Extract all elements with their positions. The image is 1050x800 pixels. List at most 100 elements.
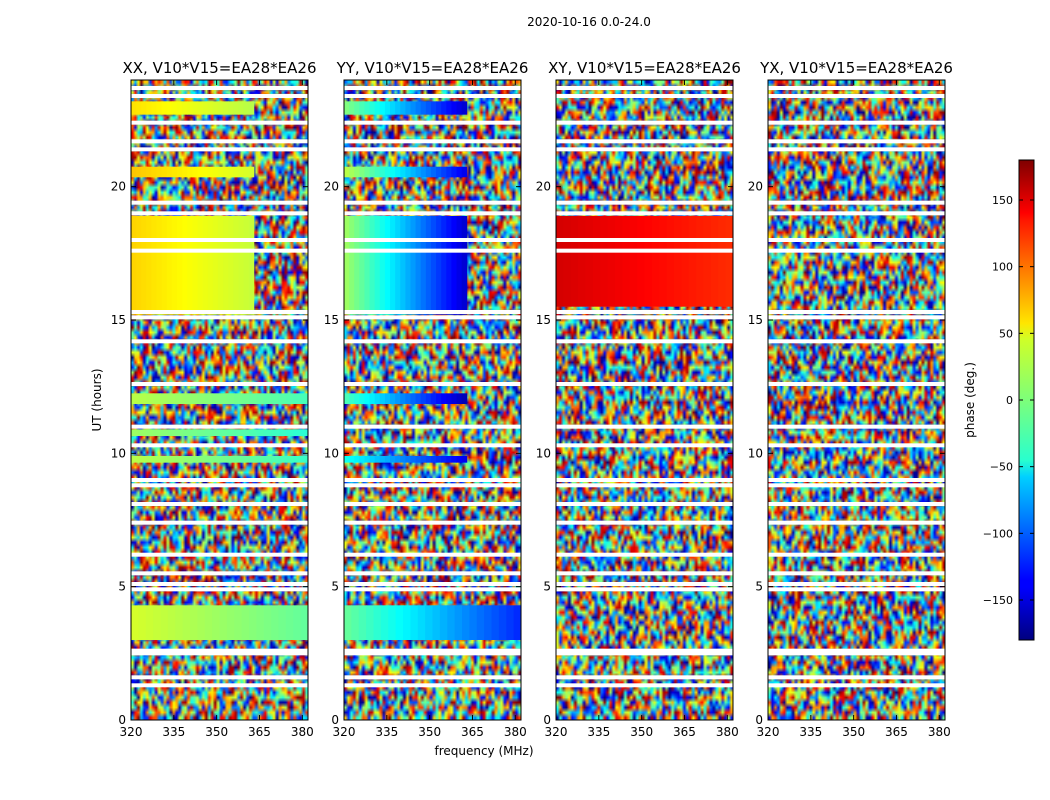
coherent-band	[238, 166, 245, 178]
coherent-band	[384, 166, 391, 178]
coherent-band	[354, 101, 360, 115]
flagged-gap	[344, 238, 521, 242]
coherent-band	[415, 216, 422, 315]
coherent-band	[146, 101, 152, 115]
coherent-band	[182, 429, 191, 436]
coherent-band	[436, 216, 442, 315]
flagged-gap	[556, 651, 733, 656]
coherent-band	[441, 456, 447, 463]
coherent-band	[212, 216, 219, 315]
coherent-band	[430, 216, 437, 315]
coherent-band	[380, 605, 389, 640]
coherent-band	[197, 166, 204, 178]
coherent-band	[263, 605, 272, 640]
coherent-band	[136, 166, 142, 178]
coherent-band	[161, 101, 168, 115]
coherent-band	[197, 101, 204, 115]
coherent-band	[160, 429, 169, 436]
coherent-band	[256, 393, 265, 404]
x-tick-label: 335	[375, 725, 398, 739]
flagged-gap	[768, 200, 945, 205]
coherent-band	[461, 456, 468, 463]
coherent-band	[417, 605, 426, 640]
flagged-gap	[768, 238, 945, 242]
coherent-band	[248, 216, 255, 315]
coherent-band	[177, 166, 183, 178]
x-tick-label: 320	[545, 725, 568, 739]
coherent-band	[166, 101, 173, 115]
x-tick-label: 350	[418, 725, 441, 739]
y-tick-label: 5	[543, 580, 551, 594]
coherent-band	[344, 456, 350, 463]
coherent-band	[441, 216, 447, 315]
coherent-band	[420, 166, 427, 178]
flagged-gap	[556, 94, 733, 98]
coherent-band	[384, 216, 391, 315]
coherent-band	[622, 216, 631, 307]
coherent-band	[556, 216, 564, 307]
x-tick-label: 365	[461, 725, 484, 739]
coherent-band	[226, 393, 235, 404]
flagged-gap	[344, 86, 521, 90]
flagged-gap	[556, 211, 733, 216]
flagged-gap	[131, 582, 308, 586]
coherent-band	[484, 605, 493, 640]
coherent-band	[359, 101, 365, 115]
colorbar-ticks: 150 100 50 0 −50 −100 −150	[983, 194, 1034, 607]
flagged-gap	[344, 200, 521, 205]
coherent-band	[349, 101, 355, 115]
flagged-gap	[768, 675, 945, 680]
coherent-band	[400, 456, 406, 463]
coherent-band	[425, 166, 432, 178]
coherent-band	[256, 429, 265, 436]
y-tick-label: 0	[118, 713, 126, 727]
coherent-band	[228, 166, 234, 178]
coherent-band	[615, 216, 623, 307]
coherent-band	[390, 216, 396, 315]
coherent-band	[293, 393, 302, 404]
coherent-band	[400, 216, 406, 315]
coherent-band	[454, 605, 463, 640]
coherent-band	[374, 216, 381, 315]
coherent-band	[498, 605, 507, 640]
coherent-band	[364, 166, 371, 178]
coherent-band	[171, 166, 178, 178]
flagged-gap	[344, 94, 521, 98]
coherent-band	[146, 166, 152, 178]
coherent-band	[177, 101, 183, 115]
coherent-band	[212, 456, 221, 463]
coherent-band	[166, 216, 173, 315]
coherent-band	[223, 216, 229, 315]
flagged-gap	[768, 683, 945, 688]
panel-frame	[767, 79, 946, 721]
coherent-band	[374, 101, 381, 115]
coherent-band	[151, 166, 158, 178]
colorbar-tick-label: 0	[1006, 394, 1013, 407]
flagged-gap	[131, 651, 308, 656]
coherent-band	[718, 216, 727, 307]
colorbar-tick-label: −100	[983, 527, 1013, 540]
x-tick-label: 365	[885, 725, 908, 739]
coherent-band	[226, 456, 235, 463]
coherent-band	[446, 216, 452, 315]
flagged-gap	[131, 147, 308, 152]
coherent-band	[271, 605, 280, 640]
coherent-band	[204, 393, 213, 404]
flagged-gap	[556, 147, 733, 152]
coherent-band	[430, 166, 437, 178]
flagged-gap	[556, 238, 733, 242]
coherent-band	[410, 166, 417, 178]
coherent-band	[425, 216, 432, 315]
coherent-band	[415, 393, 422, 404]
coherent-band	[425, 393, 432, 404]
panel-title: XY, V10*V15=EA28*EA26	[548, 59, 741, 77]
coherent-band	[420, 393, 427, 404]
flagged-gap	[344, 502, 521, 506]
coherent-band	[151, 101, 158, 115]
coherent-band	[156, 101, 163, 115]
coherent-band	[278, 393, 287, 404]
coherent-band	[395, 101, 401, 115]
coherent-band	[212, 101, 219, 115]
coherent-band	[182, 605, 191, 640]
coherent-band	[354, 456, 360, 463]
